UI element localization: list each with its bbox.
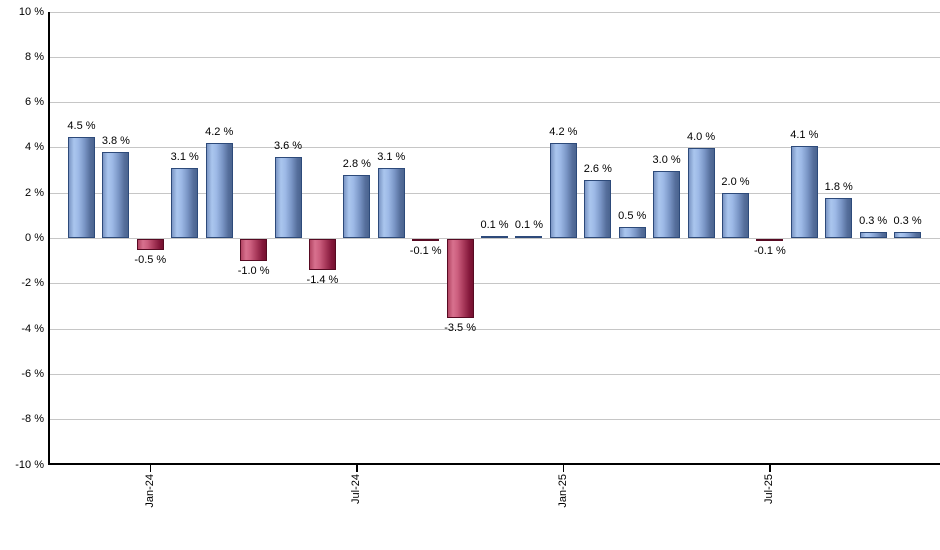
bar-value-label-18: 4.0 % <box>686 130 716 143</box>
bar-16 <box>618 227 646 239</box>
x-tick-label-Jan-24: Jan-24 <box>143 474 156 508</box>
bar-10 <box>412 238 440 241</box>
bar-value-label-11: -3.5 % <box>444 321 476 334</box>
bar-value-label-7: -1.4 % <box>306 274 339 287</box>
x-tick-label-Jul-25: Jul-25 <box>763 474 776 504</box>
bar-22 <box>825 197 853 239</box>
bar-value-label-21: 4.1 % <box>790 128 819 141</box>
bar-12 <box>481 236 509 239</box>
bar-value-label-22: 1.8 % <box>824 180 853 193</box>
bar-value-label-19: 2.0 % <box>721 176 750 189</box>
bar-17 <box>653 170 681 239</box>
bar-value-label-20: -0.1 % <box>753 244 786 257</box>
bar-13 <box>515 236 543 239</box>
bar-value-label-6: 3.6 % <box>273 139 303 152</box>
x-tick-mark-Jul-24 <box>356 463 358 472</box>
bar-value-label-16: 0.5 % <box>618 210 647 223</box>
y-axis-line <box>48 12 50 465</box>
bar-value-label-10: -0.1 % <box>409 244 442 257</box>
bar-1 <box>102 152 130 239</box>
bar-value-label-23: 0.3 % <box>859 214 888 227</box>
gridline-2pct <box>50 192 940 194</box>
bar-8 <box>343 175 371 239</box>
gridline-0pct <box>50 238 940 239</box>
bar-23 <box>859 231 887 239</box>
bar-11 <box>446 238 474 318</box>
bar-value-label-12: 0.1 % <box>480 219 509 232</box>
y-axis-tick-label: -6 % <box>21 367 44 380</box>
x-axis-line <box>48 463 940 465</box>
bar-value-label-8: 2.8 % <box>342 158 371 171</box>
bar-value-label-4: 4.2 % <box>205 126 234 139</box>
y-axis-tick-label: -10 % <box>15 458 44 471</box>
bar-value-label-3: 3.1 % <box>170 151 199 164</box>
bar-4 <box>205 143 233 239</box>
bar-value-label-2: -0.5 % <box>134 253 167 266</box>
bar-14 <box>549 143 577 239</box>
x-tick-label-Jan-25: Jan-25 <box>556 474 569 508</box>
bar-value-label-0: 4.5 % <box>67 119 96 132</box>
bar-0 <box>68 136 95 239</box>
bar-5 <box>240 238 268 262</box>
y-axis-tick-label: 8 % <box>25 50 44 63</box>
bar-value-label-17: 3.0 % <box>652 153 681 166</box>
gridline--8pct <box>50 419 940 421</box>
bar-value-label-14: 4.2 % <box>549 126 578 139</box>
bar-value-label-24: 0.3 % <box>893 214 922 227</box>
bar-18 <box>687 147 715 239</box>
gridline-6pct <box>50 102 940 104</box>
bar-3 <box>171 168 199 239</box>
bar-value-label-13: 0.1 % <box>514 219 544 232</box>
gridline--4pct <box>50 328 940 330</box>
y-axis-tick-label: -2 % <box>21 277 44 290</box>
bar-20 <box>756 238 784 241</box>
x-tick-mark-Jul-25 <box>769 463 771 472</box>
bar-9 <box>377 168 405 239</box>
bar-21 <box>790 145 818 239</box>
bar-value-label-1: 3.8 % <box>101 135 130 148</box>
y-axis-tick-label: -8 % <box>21 413 44 426</box>
bar-value-label-9: 3.1 % <box>377 151 406 164</box>
bar-value-label-5: -1.0 % <box>237 265 270 278</box>
gridline-4pct <box>50 147 940 149</box>
bar-24 <box>894 231 922 239</box>
y-axis-tick-label: 10 % <box>18 5 44 18</box>
gridline-10pct <box>50 11 940 13</box>
gridline-8pct <box>50 56 940 58</box>
x-tick-mark-Jan-24 <box>149 463 152 472</box>
bar-19 <box>721 193 749 239</box>
gridline--2pct <box>50 283 940 285</box>
gridline--6pct <box>50 373 940 375</box>
x-tick-label-Jul-24: Jul-24 <box>350 474 363 504</box>
bar-7 <box>308 238 336 271</box>
bar-2 <box>136 238 164 250</box>
x-tick-mark-Jan-25 <box>562 463 565 472</box>
y-axis-tick-label: -4 % <box>21 322 44 335</box>
y-axis-tick-label: 0 % <box>25 232 44 244</box>
y-axis-tick-label: 4 % <box>25 141 44 154</box>
bar-15 <box>584 179 612 239</box>
y-axis-tick-label: 6 % <box>25 96 44 109</box>
bar-value-label-15: 2.6 % <box>583 162 612 175</box>
bar-6 <box>274 156 302 239</box>
y-axis-tick-label: 2 % <box>25 186 44 199</box>
